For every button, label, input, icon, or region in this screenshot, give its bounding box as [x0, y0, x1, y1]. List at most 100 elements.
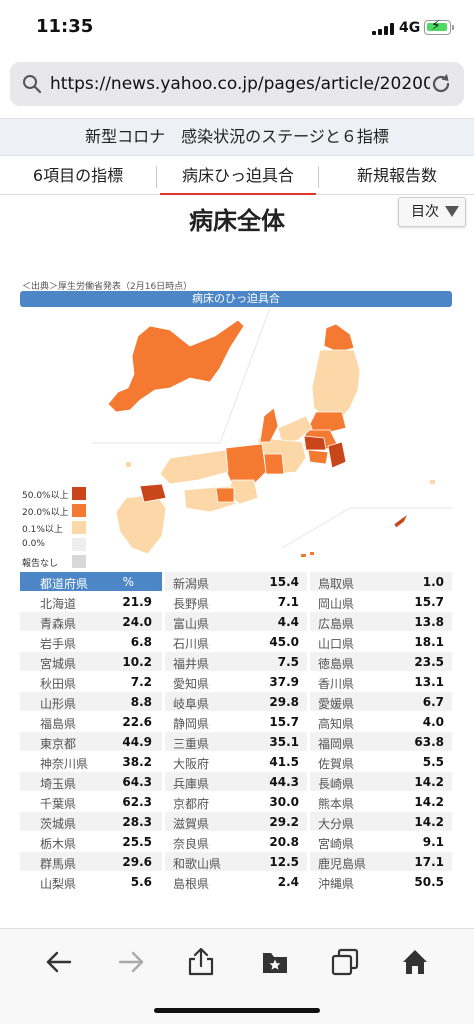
table-row: 静岡県 15.7 [165, 712, 307, 732]
table-row: 福岡県 63.8 [310, 732, 452, 752]
share-icon[interactable] [186, 947, 216, 977]
map-region-aichi [263, 453, 285, 475]
prefecture-value: 18.1 [414, 635, 444, 649]
table-row: 滋賀県 29.2 [165, 812, 307, 832]
map-inset-line [281, 507, 452, 549]
prefecture-value: 14.2 [414, 795, 444, 809]
legend-label: 20.0%以上 [22, 508, 69, 518]
map-region-tohoku [311, 349, 361, 421]
table-row: 高知県 4.0 [310, 712, 452, 732]
prefecture-name: 埼玉県 [40, 777, 77, 791]
table-header-value: % [122, 575, 134, 589]
table-row: 山口県 18.1 [310, 632, 452, 652]
prefecture-name: 群馬県 [40, 857, 77, 871]
back-arrow-icon[interactable] [44, 947, 74, 977]
map-region-saitama [303, 435, 327, 451]
legend-label: 0.0% [22, 539, 45, 549]
charging-bolt-icon: ⚡ [431, 18, 441, 34]
map-region-chiba [327, 441, 347, 469]
table-row: 島根県 2.4 [165, 872, 307, 892]
prefecture-name: 岡山県 [318, 597, 355, 611]
prefecture-name: 宮城県 [40, 657, 77, 671]
map-region-aomori [323, 323, 355, 353]
legend-label: 0.1%以上 [22, 525, 63, 535]
table-row: 熊本県 14.2 [310, 792, 452, 812]
prefecture-value: 24.0 [122, 615, 152, 629]
tab-new-cases[interactable]: 新規報告数 [356, 166, 437, 185]
reload-icon[interactable] [430, 73, 452, 95]
table-row: 山梨県 5.6 [20, 872, 162, 892]
network-label: 4G [399, 20, 421, 36]
table-row: 群馬県 29.6 [20, 852, 162, 872]
prefecture-name: 島根県 [173, 877, 210, 891]
prefecture-value: 7.1 [277, 595, 299, 609]
map-region-hokkaido [107, 319, 245, 413]
table-row: 神奈川県 38.2 [20, 752, 162, 772]
table-row: 東京都 44.9 [20, 732, 162, 752]
table-row: 北海道 21.9 [20, 592, 162, 612]
map-region-kyushu [115, 493, 167, 555]
battery-icon [424, 20, 451, 35]
url-text[interactable]: https://news.yahoo.co.jp/pages/article/2… [50, 74, 430, 94]
legend-row: 0.0% [22, 537, 112, 554]
map-region-okinawa-islet [310, 552, 314, 555]
prefecture-value: 2.4 [277, 875, 299, 889]
map-region-tokushima [215, 487, 235, 503]
table-row: 長野県 7.1 [165, 592, 307, 612]
forward-arrow-icon[interactable] [116, 947, 146, 977]
prefecture-name: 滋賀県 [173, 817, 210, 831]
map-header: 病床のひっ迫具合 [20, 291, 452, 307]
tab-indicators[interactable]: 6項目の指標 [32, 166, 124, 185]
map-region-islet [430, 480, 435, 484]
address-bar[interactable]: https://news.yahoo.co.jp/pages/article/2… [10, 62, 464, 106]
table-header-row: 都道府県 % [20, 572, 162, 592]
prefecture-value: 5.6 [130, 875, 152, 889]
prefecture-value: 64.3 [122, 775, 152, 789]
toc-label: 目次 [411, 204, 439, 220]
home-icon[interactable] [400, 947, 430, 977]
table-row: 愛知県 37.9 [165, 672, 307, 692]
prefecture-value: 63.8 [414, 735, 444, 749]
prefecture-value: 5.5 [422, 755, 444, 769]
table-row: 徳島県 23.5 [310, 652, 452, 672]
section-tabs: 6項目の指標 病床ひっ迫具合 新規報告数 [0, 157, 474, 195]
prefecture-name: 和歌山県 [173, 857, 222, 871]
table-header-name: 都道府県 [40, 577, 89, 591]
tab-bed-occupancy[interactable]: 病床ひっ迫具合 [160, 157, 316, 195]
bookmarks-icon[interactable] [260, 947, 290, 977]
prefecture-value: 15.7 [414, 595, 444, 609]
prefecture-name: 静岡県 [173, 717, 210, 731]
tabs-icon[interactable] [330, 947, 360, 977]
table-row: 京都府 30.0 [165, 792, 307, 812]
prefecture-name: 山口県 [318, 637, 355, 651]
table-column: 都道府県 % 北海道 21.9 青森県 24.0 岩手県 6.8 宮城県 10.2 秋田県 7.2… [20, 572, 162, 892]
legend-row: 50.0%以上 [22, 486, 112, 503]
prefecture-value: 7.2 [130, 675, 152, 689]
prefecture-value: 13.1 [414, 675, 444, 689]
prefecture-value: 6.7 [422, 695, 444, 709]
tab-divider [156, 166, 157, 188]
prefecture-value: 29.8 [269, 695, 299, 709]
prefecture-value: 12.5 [269, 855, 299, 869]
prefecture-value: 41.5 [269, 755, 299, 769]
prefecture-name: 徳島県 [318, 657, 355, 671]
prefecture-name: 大分県 [318, 817, 355, 831]
map-region-tokyo [307, 449, 329, 465]
prefecture-value: 29.2 [269, 815, 299, 829]
prefecture-name: 長野県 [173, 597, 210, 611]
legend-swatch [72, 538, 86, 551]
prefecture-name: 新潟県 [173, 577, 210, 591]
prefecture-value: 50.5 [414, 875, 444, 889]
prefecture-value: 7.5 [277, 655, 299, 669]
prefecture-name: 山梨県 [40, 877, 77, 891]
prefecture-name: 京都府 [173, 797, 210, 811]
table-row: 長崎県 14.2 [310, 772, 452, 792]
toc-button[interactable]: 目次 [398, 197, 466, 227]
prefecture-value: 29.6 [122, 855, 152, 869]
table-row: 福島県 22.6 [20, 712, 162, 732]
legend-swatch [72, 487, 86, 500]
prefecture-value: 9.1 [422, 835, 444, 849]
map-region-ishikawa [259, 407, 279, 443]
legend-row: 報告なし [22, 554, 112, 571]
prefecture-name: 東京都 [40, 737, 77, 751]
